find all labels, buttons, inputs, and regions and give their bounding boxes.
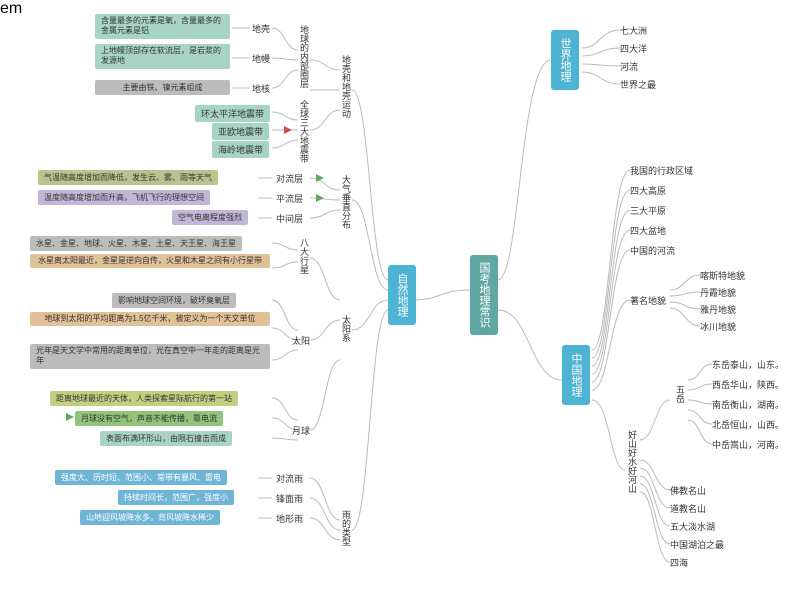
china-mountain-rivers[interactable]: 好山好水好河山: [626, 430, 639, 493]
crust-desc: 含量最多的元素是氧，含量最多的金属元素是铝: [95, 14, 230, 39]
rain-3-desc: 山地迎风坡降水多，背风坡降水稀少: [80, 510, 220, 525]
planets-1: 水星、金星、地球、火星、木星、土星、天王星、海王星: [30, 236, 242, 251]
core-desc: 主要由铁、镍元素组成: [95, 80, 230, 95]
quake-1[interactable]: 环太平洋地震带: [195, 105, 270, 122]
atm-2-label[interactable]: 平流层: [276, 192, 303, 205]
moon-2: 月球没有空气，声音不能传播，靠电流: [75, 411, 223, 426]
planets-2: 水星离太阳最近，金星是逆向自传，火星和木星之间有小行星带: [30, 254, 270, 268]
rain-1-desc: 强度大、历时短、范围小、常带有暴风、雷电: [55, 470, 227, 485]
china-famous-landforms[interactable]: 著名地貌: [630, 294, 666, 307]
china-fm2[interactable]: 丹霞地貌: [700, 286, 736, 299]
atm-title[interactable]: 大气垂直分布: [340, 175, 353, 229]
root-node[interactable]: 国考地理常识: [470, 255, 498, 335]
crust-label[interactable]: 地壳: [252, 22, 270, 35]
mantle-label[interactable]: 地幔: [252, 52, 270, 65]
china-plateaus[interactable]: 四大高原: [630, 184, 666, 197]
rain-1-label[interactable]: 对流雨: [276, 472, 303, 485]
rain-title[interactable]: 雨的类型: [340, 510, 353, 546]
rain-2-label[interactable]: 锋面雨: [276, 492, 303, 505]
rain-2-desc: 持续时间长，范围广，强度小: [118, 490, 234, 505]
world-continents[interactable]: 七大洲: [620, 24, 647, 37]
five-2[interactable]: 西岳华山，陕西。: [712, 378, 784, 391]
sun-3: 光年是天文学中常用的距离单位，光在真空中一年走的距离是光年: [30, 344, 270, 369]
atm-3-label[interactable]: 中间层: [276, 212, 303, 225]
moon-title[interactable]: 月球: [292, 424, 310, 437]
atm-1-desc: 气温随高度增加而降低，发生云、雾、雨等天气: [38, 170, 218, 185]
branch-china[interactable]: 中国地理: [562, 345, 590, 405]
china-fm3[interactable]: 雅丹地貌: [700, 303, 736, 316]
china-five-mountains[interactable]: 五岳: [674, 385, 687, 403]
branch-nature[interactable]: 自然地理: [388, 265, 416, 325]
solar-title[interactable]: 太阳系: [340, 315, 353, 342]
quake-title[interactable]: 全球三大地震带: [298, 100, 311, 163]
crust-movement-title[interactable]: 地壳和地壳运动: [340, 55, 353, 118]
planets-title[interactable]: 八大行星: [298, 238, 311, 274]
china-plains[interactable]: 三大平原: [630, 204, 666, 217]
china-fm4[interactable]: 冰川地貌: [700, 320, 736, 333]
china-rivers[interactable]: 中国的河流: [630, 244, 675, 257]
moon-3: 表面布满环形山，由陨石撞击而成: [100, 431, 232, 446]
world-oceans[interactable]: 四大洋: [620, 42, 647, 55]
china-fm1[interactable]: 喀斯特地貌: [700, 269, 745, 282]
branch-world[interactable]: 世界地理: [551, 30, 579, 90]
china-regions[interactable]: 我国的行政区域: [630, 164, 693, 177]
china-basins[interactable]: 四大盆地: [630, 224, 666, 237]
five-3[interactable]: 南岳衡山，湖南。: [712, 398, 784, 411]
mountain-3[interactable]: 五大淡水湖: [670, 520, 715, 533]
five-4[interactable]: 北岳恒山，山西。: [712, 418, 784, 431]
atm-2-desc: 温度随高度增加而升高，飞机飞行的理想空间: [38, 190, 210, 205]
quake-3[interactable]: 海岭地震带: [212, 141, 269, 158]
atm-1-label[interactable]: 对流层: [276, 172, 303, 185]
flag-green-icon-3: [66, 413, 74, 421]
sun-2: 地球到太阳的平均距离为1.5亿千米，被定义为一个天文单位: [30, 312, 270, 326]
mountain-1[interactable]: 佛教名山: [670, 484, 706, 497]
flag-red-icon: [284, 126, 292, 134]
mountain-5[interactable]: 四海: [670, 556, 688, 569]
rain-3-label[interactable]: 地形雨: [276, 512, 303, 525]
world-rivers[interactable]: 河流: [620, 60, 638, 73]
mantle-desc: 上地幔顶部存在软流层，是岩浆的发源地: [95, 44, 230, 69]
inner-layers-title[interactable]: 地球的内部圈层: [298, 25, 311, 88]
sun-1: 影响地球空间环境，破坏臭氧层: [112, 293, 236, 308]
mountain-2[interactable]: 道教名山: [670, 502, 706, 515]
moon-1: 距离地球最近的天体，人类探索星际航行的第一站: [50, 391, 238, 406]
sun-title[interactable]: 太阳: [292, 334, 310, 347]
five-1[interactable]: 东岳泰山，山东。: [712, 358, 784, 371]
five-5[interactable]: 中岳嵩山，河南。: [712, 438, 784, 451]
atm-3-desc: 空气电离程度强烈: [172, 210, 248, 225]
flag-green-icon: [316, 174, 324, 182]
world-most[interactable]: 世界之最: [620, 78, 656, 91]
quake-2[interactable]: 亚欧地震带: [212, 123, 269, 140]
core-label[interactable]: 地核: [252, 82, 270, 95]
mountain-4[interactable]: 中国湖泊之最: [670, 538, 724, 551]
flag-green-icon-2: [316, 194, 324, 202]
